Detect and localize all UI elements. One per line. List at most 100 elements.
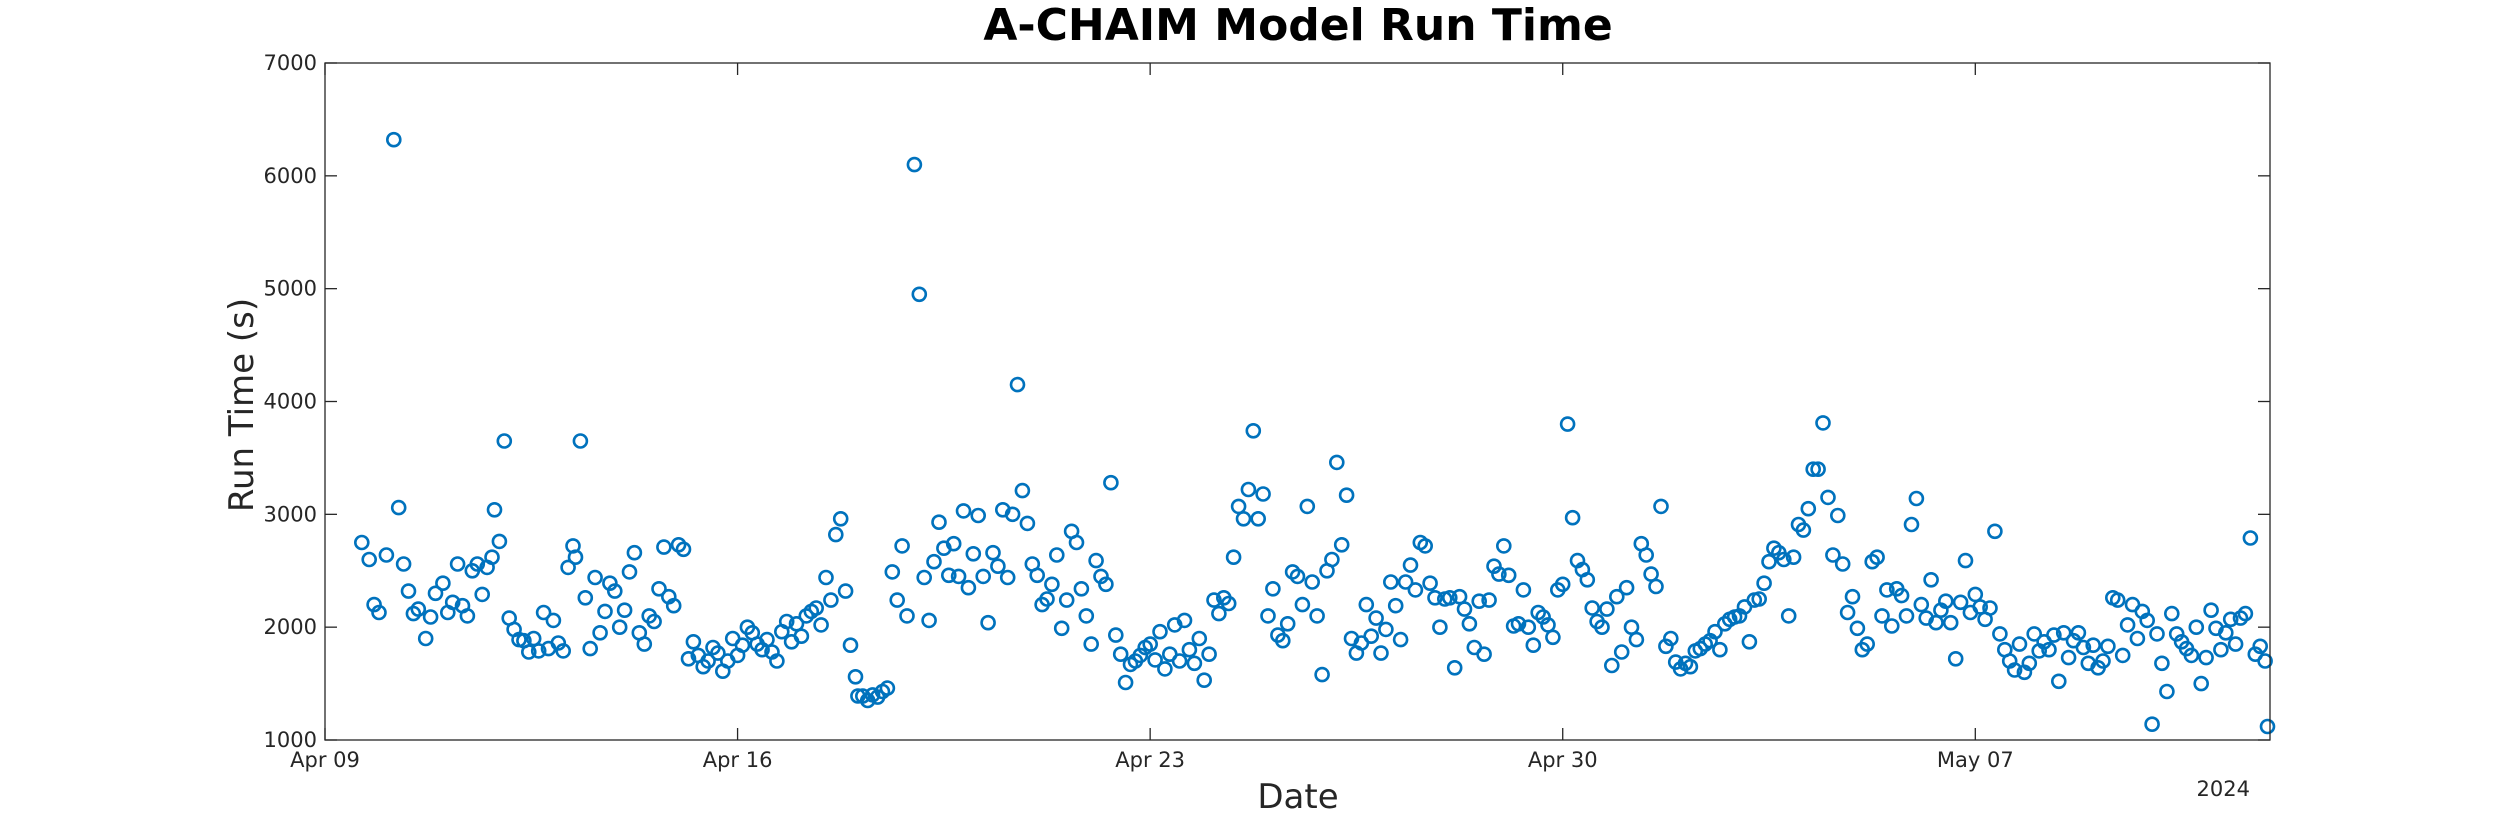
- data-point: [1815, 415, 1831, 431]
- data-point: [665, 597, 682, 614]
- data-point: [1387, 597, 1404, 614]
- data-point: [1368, 610, 1384, 626]
- data-point: [1859, 636, 1875, 652]
- x-tick-label: Apr 09: [290, 748, 360, 772]
- data-point: [2046, 627, 2062, 643]
- y-tick-label: 7000: [264, 51, 317, 75]
- data-point: [906, 156, 923, 173]
- data-point: [1849, 620, 1866, 637]
- data-point: [1103, 474, 1119, 491]
- year-label: 2024: [2197, 777, 2250, 801]
- data-point: [2159, 683, 2175, 700]
- data-point: [491, 533, 508, 550]
- data-point: [1554, 576, 1571, 593]
- data-point: [2257, 653, 2273, 669]
- data-point: [894, 538, 910, 554]
- data-point: [1952, 594, 1969, 611]
- data-point: [2213, 641, 2229, 658]
- data-point: [611, 619, 628, 636]
- data-point: [1559, 416, 1576, 432]
- data-point: [656, 539, 672, 555]
- data-point: [1545, 629, 1561, 646]
- data-point: [1471, 593, 1487, 610]
- data-point: [616, 602, 633, 619]
- data-point: [2095, 653, 2111, 669]
- data-point: [1265, 580, 1281, 597]
- data-point: [1196, 672, 1212, 689]
- data-point: [651, 580, 667, 597]
- data-point: [889, 592, 906, 608]
- data-point: [474, 586, 491, 603]
- data-point: [990, 558, 1006, 575]
- data-point: [1378, 621, 1394, 638]
- data-point: [385, 131, 402, 148]
- data-point: [1908, 490, 1925, 507]
- data-point: [2075, 639, 2092, 656]
- data-point: [422, 609, 439, 625]
- data-point: [1535, 609, 1551, 625]
- data-point: [530, 643, 547, 659]
- data-point: [1255, 486, 1271, 502]
- data-point: [1903, 516, 1920, 533]
- y-tick-label: 5000: [264, 277, 317, 301]
- data-point: [1491, 566, 1507, 582]
- data-point: [1422, 575, 1438, 592]
- data-point: [2051, 673, 2067, 690]
- data-point: [1520, 619, 1537, 636]
- data-point: [1171, 653, 1188, 669]
- data-point: [1275, 632, 1291, 649]
- data-point: [1628, 631, 1645, 648]
- data-point: [1785, 549, 1802, 566]
- y-axis-label: Run Time (s): [222, 298, 262, 512]
- data-point: [1397, 574, 1414, 590]
- data-point: [2129, 630, 2146, 647]
- data-point: [2193, 675, 2209, 692]
- data-point: [1294, 596, 1311, 613]
- data-point: [577, 589, 594, 606]
- data-point: [1309, 608, 1325, 624]
- data-point: [2198, 649, 2214, 666]
- data-point: [1314, 666, 1330, 683]
- data-point: [1712, 641, 1728, 658]
- data-point: [832, 510, 849, 527]
- data-point: [1181, 641, 1198, 658]
- data-point: [1053, 620, 1070, 637]
- data-point: [1240, 481, 1257, 498]
- data-point: [2100, 638, 2116, 655]
- data-point: [1658, 638, 1674, 655]
- data-point: [965, 545, 982, 562]
- data-point: [1938, 593, 1954, 610]
- x-tick-label: Apr 30: [1528, 748, 1598, 772]
- data-point: [602, 575, 618, 592]
- data-point: [1461, 615, 1478, 632]
- data-point: [2188, 619, 2205, 636]
- data-point: [469, 556, 486, 572]
- data-point: [1427, 589, 1443, 606]
- data-point: [1078, 608, 1095, 624]
- data-point: [1741, 633, 1758, 650]
- data-point: [2164, 605, 2180, 622]
- y-tick-label: 2000: [264, 615, 317, 639]
- data-point: [626, 544, 643, 561]
- data-point: [1058, 592, 1075, 608]
- data-point: [1810, 461, 1826, 478]
- data-point: [1324, 551, 1340, 568]
- data-point: [606, 583, 623, 599]
- data-point: [1456, 601, 1473, 617]
- data-point: [1957, 552, 1974, 569]
- data-point: [1407, 582, 1424, 598]
- data-point: [985, 544, 1001, 561]
- plot-area-frame: [324, 62, 2271, 741]
- data-point: [587, 569, 603, 586]
- data-point: [980, 614, 996, 631]
- data-point: [646, 613, 662, 630]
- data-point: [2085, 637, 2101, 654]
- data-point: [2119, 617, 2136, 633]
- data-point: [710, 645, 726, 661]
- data-point: [1834, 556, 1851, 572]
- data-point: [545, 612, 562, 629]
- data-point: [950, 568, 967, 585]
- data-point: [931, 514, 947, 531]
- data-point: [1947, 650, 1964, 667]
- x-axis-ticks: Apr 09 Apr 16 Apr 23 Apr 30 May 07: [290, 63, 2014, 772]
